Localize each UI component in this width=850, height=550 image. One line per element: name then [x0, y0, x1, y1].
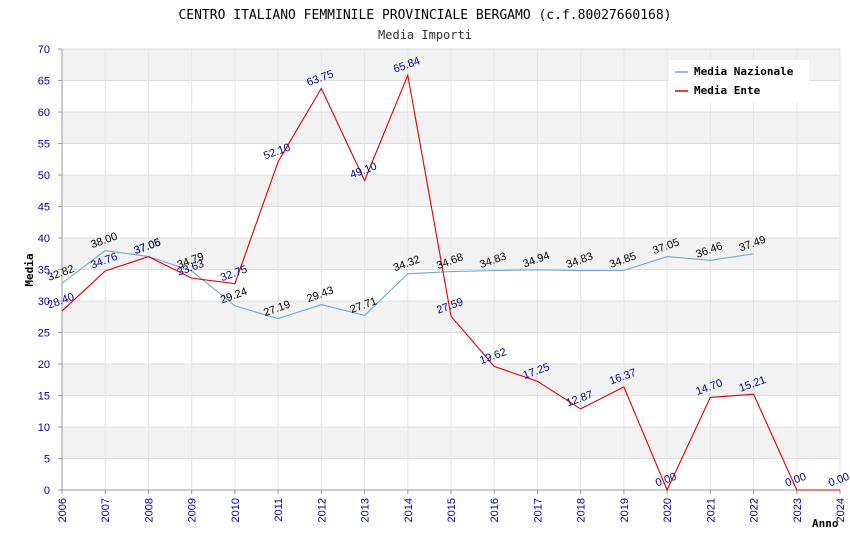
y-tick-label: 20 — [38, 359, 50, 371]
x-axis-label: Anno — [812, 517, 839, 530]
y-tick-label: 40 — [38, 233, 50, 245]
x-tick-label: 2014 — [403, 498, 415, 522]
series-line-nazionale — [61, 250, 754, 320]
x-tick-label: 2006 — [57, 498, 69, 522]
y-tick-label: 65 — [38, 76, 50, 88]
x-tick-label: 2021 — [705, 498, 717, 522]
legend-box — [669, 60, 809, 102]
x-tick-label: 2018 — [576, 498, 588, 522]
axes — [61, 49, 840, 491]
x-tick-label: 2017 — [532, 498, 544, 522]
legend: Media Nazionale Media Ente — [669, 60, 809, 102]
x-tick-label: 2020 — [662, 498, 674, 522]
x-tick-label: 2012 — [316, 498, 328, 522]
x-tick-label: 2009 — [187, 498, 199, 522]
y-tick-label: 10 — [38, 422, 50, 434]
y-tick-label: 60 — [38, 107, 50, 119]
y-tick-label: 25 — [38, 328, 50, 340]
x-tick-label: 2022 — [749, 498, 761, 522]
x-tick-label: 2019 — [619, 498, 631, 522]
series-line-ente — [61, 73, 840, 492]
x-tick-label: 2011 — [273, 498, 285, 522]
legend-label-nazionale: Media Nazionale — [694, 65, 794, 78]
data-label: 52.10 — [262, 142, 292, 163]
y-tick-label: 5 — [44, 454, 50, 466]
x-tick-label: 2008 — [143, 498, 155, 522]
y-tick-label: 35 — [38, 265, 50, 277]
data-label: 0.00 — [827, 471, 850, 490]
data-label: 32.82 — [46, 263, 76, 284]
y-axis-ticks: 0 5 10 15 20 25 30 35 40 45 50 55 60 65 70 — [38, 44, 62, 497]
y-tick-label: 30 — [38, 296, 50, 308]
x-tick-label: 2010 — [230, 498, 242, 522]
y-tick-label: 50 — [38, 170, 50, 182]
y-tick-label: 55 — [38, 139, 50, 151]
x-tick-label: 2015 — [446, 498, 458, 522]
y-tick-label: 0 — [44, 485, 50, 497]
y-tick-label: 45 — [38, 202, 50, 214]
y-tick-label: 15 — [38, 391, 50, 403]
legend-label-ente: Media Ente — [694, 84, 761, 97]
series-lines — [61, 73, 840, 492]
y-tick-label: 70 — [38, 44, 50, 56]
x-tick-label: 2023 — [792, 498, 804, 522]
x-tick-label: 2016 — [489, 498, 501, 522]
x-tick-label: 2007 — [100, 498, 112, 522]
x-tick-label: 2024 — [835, 498, 847, 522]
x-tick-label: 2013 — [360, 498, 372, 522]
x-axis-ticks: 2006 2007 2008 2009 2010 2011 2012 2013 2014 2015… — [57, 490, 847, 522]
chart-subtitle: Media Importi — [378, 28, 472, 42]
y-axis-label: Media — [23, 253, 36, 286]
chart-title: CENTRO ITALIANO FEMMINILE PROVINCIALE BE… — [178, 8, 671, 23]
